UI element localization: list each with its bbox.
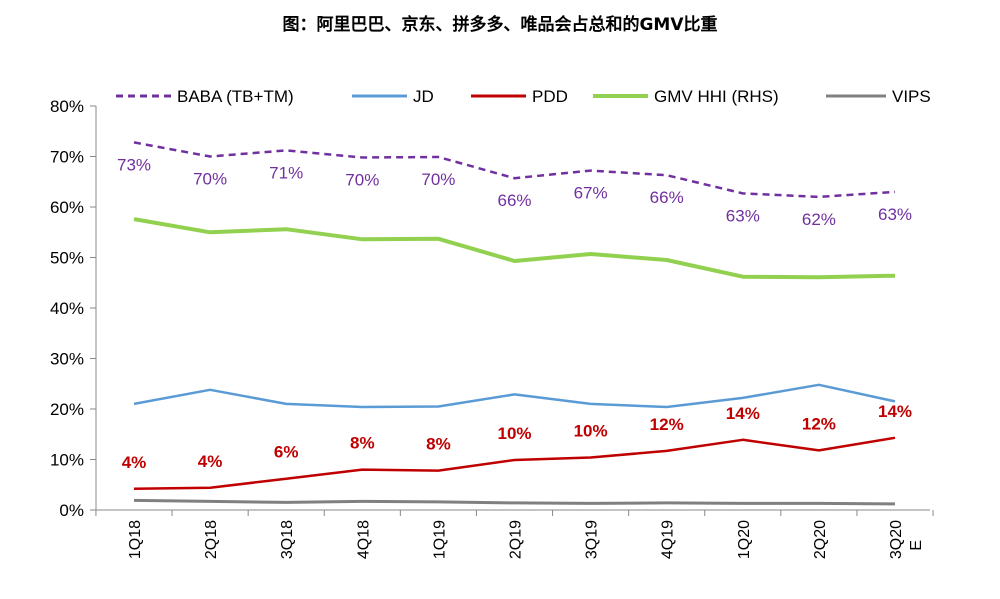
x-tick-label: 3Q20	[888, 520, 905, 559]
legend-label-jd: JD	[413, 87, 434, 106]
x-tick-label: 1Q19	[431, 520, 448, 559]
x-tick-label: 4Q18	[355, 520, 372, 559]
data-label-pdd: 6%	[274, 443, 299, 462]
series-line-vips	[133, 498, 896, 506]
x-tick-label: 2Q20	[812, 520, 829, 559]
y-tick-label: 10%	[50, 451, 84, 470]
data-label-pdd: 8%	[426, 435, 451, 454]
legend-label-baba: BABA (TB+TM)	[177, 87, 294, 106]
data-label-pdd: 4%	[198, 452, 223, 471]
x-tick-label: 3Q19	[584, 520, 601, 559]
series-lines	[133, 141, 896, 506]
y-tick-label: 70%	[50, 148, 84, 167]
data-label-pdd: 8%	[350, 434, 375, 453]
y-tick-label: 20%	[50, 400, 84, 419]
series-line-jd	[133, 383, 896, 409]
legend-label-gmv: GMV HHI (RHS)	[654, 87, 779, 106]
series-line-baba	[133, 141, 896, 199]
data-label-baba: 63%	[878, 205, 912, 224]
x-axis: 1Q18 2Q18 3Q18 4Q18 1Q19 2Q19 3Q19 4Q19 1Q20 2Q20…	[95, 509, 934, 559]
y-tick-label: 50%	[50, 249, 84, 268]
data-label-pdd: 14%	[878, 402, 912, 421]
legend-label-pdd: PDD	[532, 87, 568, 106]
data-label-baba: 70%	[345, 171, 379, 190]
series-line-gmv	[133, 217, 896, 280]
data-label-baba: 66%	[650, 188, 684, 207]
data-label-pdd: 12%	[650, 415, 684, 434]
chart-title: 图：阿里巴巴、京东、拼多多、唯品会占总和的GMV比重	[282, 15, 718, 35]
x-tick-label: 2Q19	[508, 520, 525, 559]
y-tick-label: 60%	[50, 198, 84, 217]
y-tick-label: 0%	[59, 501, 84, 520]
data-label-baba: 71%	[269, 163, 303, 182]
data-label-baba: 67%	[574, 184, 608, 203]
data-label-pdd: 14%	[726, 404, 760, 423]
y-tick-label: 30%	[50, 350, 84, 369]
legend-label-vips: VIPS	[892, 87, 931, 106]
data-label-baba: 70%	[421, 170, 455, 189]
x-tick-label-suffix: E	[908, 540, 925, 551]
x-tick-label: 1Q18	[127, 520, 144, 559]
x-tick-label: 3Q18	[279, 520, 296, 559]
data-label-baba: 62%	[802, 210, 836, 229]
data-label-pdd: 10%	[574, 421, 608, 440]
data-label-baba: 63%	[726, 206, 760, 225]
data-label-pdd: 12%	[802, 414, 836, 433]
y-tick-label: 80%	[50, 97, 84, 116]
x-tick-label: 2Q18	[203, 520, 220, 559]
data-label-baba: 66%	[497, 191, 531, 210]
x-tick-label: 4Q19	[660, 520, 677, 559]
data-label-baba: 73%	[117, 155, 151, 174]
series-line-pdd	[133, 436, 896, 491]
data-label-baba: 70%	[193, 170, 227, 189]
y-axis: 0% 10% 20% 30% 40% 50% 60% 70% 80%	[50, 97, 97, 520]
y-tick-label: 40%	[50, 299, 84, 318]
data-label-pdd: 10%	[497, 424, 531, 443]
x-tick-label: 1Q20	[736, 520, 753, 559]
data-label-pdd: 4%	[122, 453, 147, 472]
legend: BABA (TB+TM) JD PDD GMV HHI (RHS) VIPS	[116, 87, 931, 106]
data-labels: 73% 70% 71% 70% 70% 66% 67% 66% 63% 62% 63% 4% 4% 6% 8…	[117, 155, 912, 471]
